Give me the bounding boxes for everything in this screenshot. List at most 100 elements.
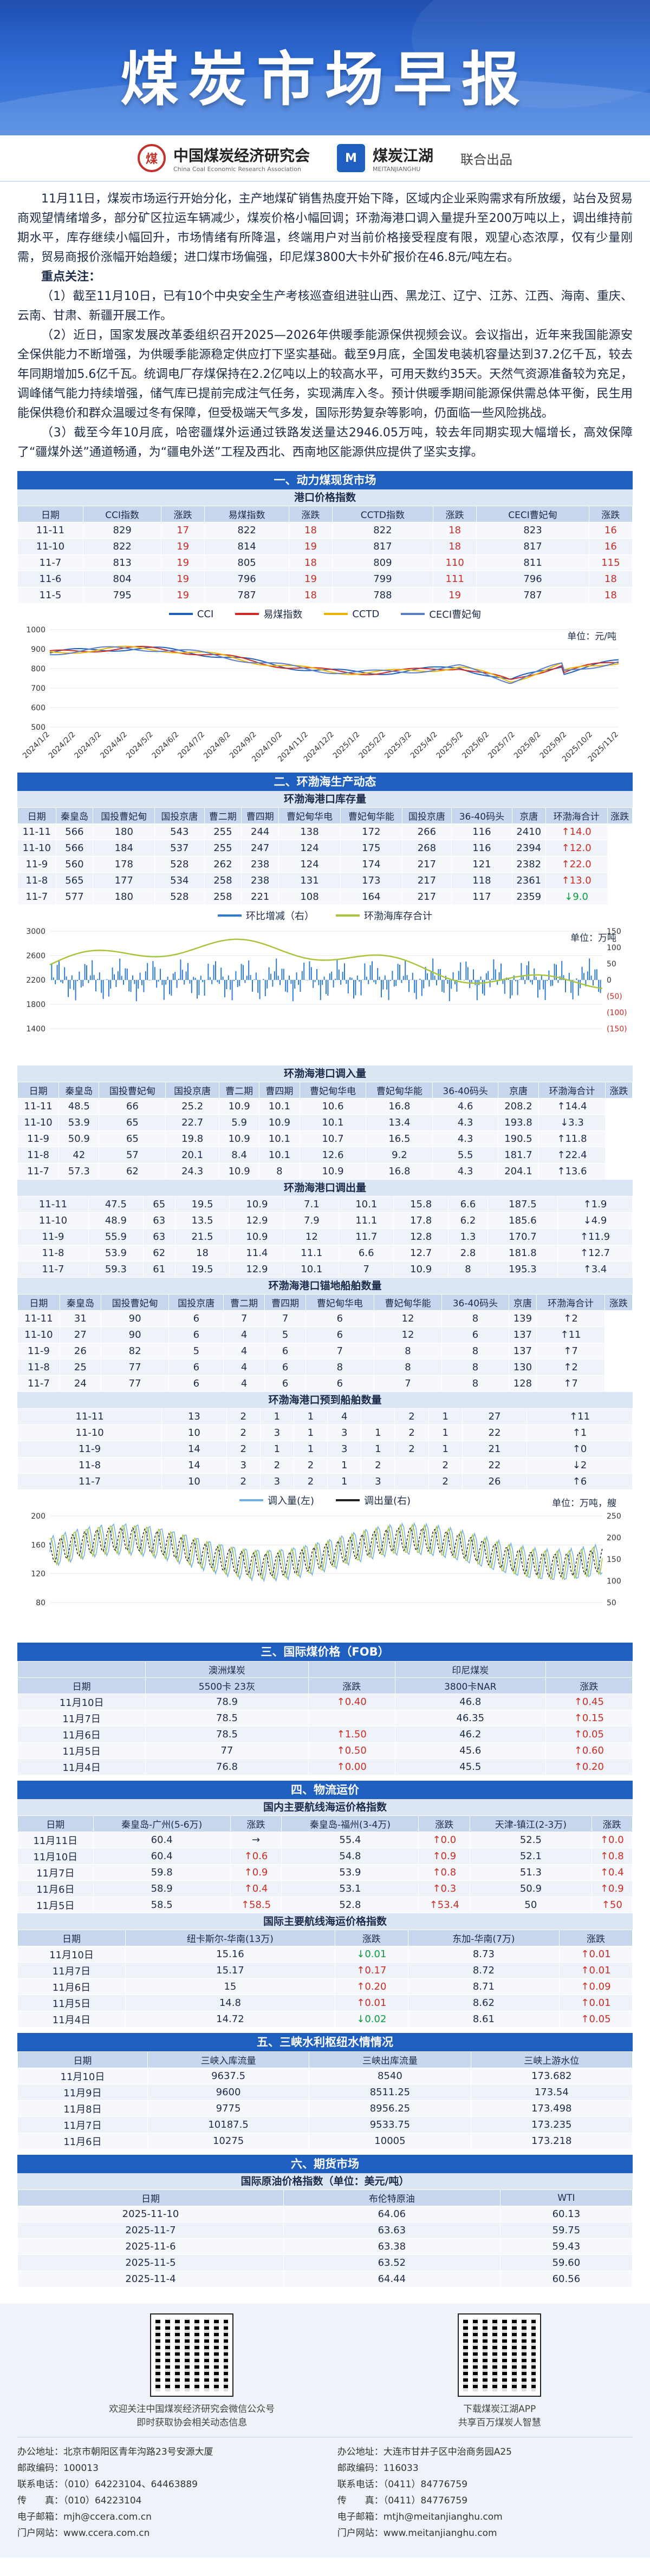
column-header: 涨跌 bbox=[230, 1815, 282, 1832]
contact-line[interactable]: 门户网站：www.ccera.com.cn bbox=[17, 2528, 150, 2539]
contact-line[interactable]: 门户网站：www.meitanjianghu.com bbox=[337, 2528, 497, 2539]
table-cell: 11-7 bbox=[17, 888, 56, 905]
table-cell: 10.1 bbox=[259, 1098, 300, 1115]
column-header: 曹妃甸华电 bbox=[306, 1294, 374, 1311]
legend-swatch-icon bbox=[239, 1499, 263, 1501]
column-header: 三峡上游水位 bbox=[470, 2051, 633, 2068]
table-cell: 258 bbox=[204, 888, 242, 905]
table-cell: 19 bbox=[289, 538, 333, 555]
focus-heading: 重点关注： bbox=[41, 270, 101, 284]
tick-label: 2025/7/2 bbox=[486, 730, 517, 761]
tick-label: 2024/6/2 bbox=[151, 730, 181, 761]
org2-logo: M 煤炭江湖 MEITANJIANGHU bbox=[337, 144, 433, 173]
table-row: 11-9 14 2 1 1 3 1 2 1 21 ↑0 bbox=[17, 1441, 633, 1457]
column-header: 环渤海合计 bbox=[538, 1082, 606, 1099]
table-cell: ↑13.6 bbox=[538, 1163, 606, 1180]
table-cell: 173.498 bbox=[470, 2100, 633, 2117]
column-header: 日期 bbox=[17, 1082, 60, 1099]
table-cell: ↑12.7 bbox=[557, 1245, 633, 1261]
table-cell: 124 bbox=[278, 840, 341, 857]
table-row: 11月6日 58.9 ↑0.4 53.1 ↑0.3 50.9 ↑0.9 bbox=[17, 1880, 633, 1897]
table-cell: 3 bbox=[259, 1473, 294, 1490]
table-cell: 10.7 bbox=[299, 1130, 367, 1147]
table-row: 11月9日 9600 8511.25 173.54 bbox=[17, 2084, 633, 2101]
table-cell: ↑0.0 bbox=[591, 1832, 633, 1848]
anchorage-subtitle: 环渤海港口锚地船舶数量 bbox=[17, 1278, 633, 1294]
table-cell: 534 bbox=[154, 872, 205, 889]
series-line bbox=[49, 646, 619, 684]
table-cell: 11月11日 bbox=[17, 1832, 94, 1848]
table-cell: 795 bbox=[82, 587, 162, 604]
table-cell: ↑0.4 bbox=[591, 1864, 633, 1881]
app-qr[interactable]: 下载煤炭江湖APP 共享百万煤炭人智慧 bbox=[458, 2313, 542, 2428]
table-cell: 1.3 bbox=[448, 1228, 488, 1245]
table-cell: 8 bbox=[441, 1343, 509, 1359]
table-cell: 1 bbox=[259, 1441, 294, 1457]
qr-code-icon bbox=[150, 2313, 234, 2397]
table-cell: 217 bbox=[401, 856, 452, 873]
table-cell: 204.1 bbox=[497, 1163, 540, 1180]
table-cell: ↑14.0 bbox=[545, 823, 608, 840]
column-header: 涨跌 bbox=[289, 506, 333, 522]
three-gorges-table: 日期 三峡入库流量 三峡出库流量 三峡上游水位 11月10日 9637.5 8540 173.… bbox=[17, 2051, 633, 2149]
table-cell: 814 bbox=[204, 538, 290, 555]
series-line bbox=[49, 646, 619, 680]
contact-line[interactable]: 电子邮箱：mjh@ccera.com.cn bbox=[17, 2512, 152, 2522]
table-cell: ↑0.6 bbox=[230, 1848, 282, 1865]
table-cell: 822 bbox=[82, 538, 162, 555]
table-cell: 77 bbox=[100, 1375, 170, 1392]
table-cell: 217 bbox=[401, 888, 452, 905]
table-cell: 115 bbox=[588, 554, 633, 571]
table-cell: 52.8 bbox=[281, 1897, 419, 1913]
table-cell: → bbox=[230, 1832, 282, 1848]
table-cell: 16.5 bbox=[366, 1130, 433, 1147]
tick-label: 50 bbox=[607, 1599, 616, 1607]
legend-swatch-icon bbox=[168, 613, 193, 615]
flow-chart-svg: 200 160 120 80 250 200 150 100 50 bbox=[31, 1512, 621, 1607]
table-cell: ↑50 bbox=[591, 1897, 633, 1913]
table-cell: 8.72 bbox=[407, 1962, 560, 1979]
table-cell: 2394 bbox=[511, 840, 546, 857]
table-cell: ↑0.01 bbox=[559, 1962, 633, 1979]
table-cell: 258 bbox=[204, 872, 242, 889]
table-cell: 10 bbox=[161, 1424, 227, 1441]
table-cell: ↓4.9 bbox=[557, 1212, 633, 1229]
contact-line[interactable]: 电子邮箱：mtjh@meitanjianghu.com bbox=[337, 2512, 503, 2522]
table-cell: 16.8 bbox=[366, 1098, 433, 1115]
table-cell: ↑0.3 bbox=[418, 1880, 471, 1897]
tick-label: 2024/1/2 bbox=[21, 730, 51, 761]
table-cell: 59.43 bbox=[499, 2238, 633, 2255]
table-cell: 2 bbox=[428, 1473, 463, 1490]
table-cell: 12 bbox=[373, 1326, 443, 1343]
tick-label: 2025/4/2 bbox=[409, 730, 439, 761]
org1-emblem-icon: 煤 bbox=[137, 144, 166, 172]
table-cell: 64.44 bbox=[283, 2271, 500, 2287]
wechat-qr[interactable]: 欢迎关注中国煤炭经济研究会微信公众号 即时获取协会相关动态信息 bbox=[109, 2313, 275, 2428]
inventory-chart-svg: 3000 2600 2200 1800 1400 150 100 50 0 (50) (100) (1… bbox=[26, 927, 627, 1034]
table-cell: 65 bbox=[142, 1196, 176, 1213]
table-row: 11-8 53.9 62 18 11.4 11.1 6.6 12.7 2.8 181.8 ↑12.7 bbox=[17, 1245, 633, 1261]
table-cell: 111 bbox=[433, 571, 477, 587]
table-cell: 6 bbox=[264, 1359, 307, 1376]
table-cell: 116 bbox=[451, 823, 512, 840]
table-cell: 19 bbox=[161, 571, 205, 587]
table-cell: 2 bbox=[226, 1424, 261, 1441]
table-cell: 10.9 bbox=[229, 1228, 285, 1245]
table-cell: ↑53.4 bbox=[418, 1897, 471, 1913]
table-cell: 537 bbox=[154, 840, 205, 857]
table-cell: 9775 bbox=[147, 2100, 310, 2117]
table-row: 11-9 560 178 528 262 238 124 174 217 121 2382 ↑22.0 bbox=[17, 856, 633, 873]
table-cell: 2 bbox=[293, 1473, 328, 1490]
table-cell: 172 bbox=[340, 823, 402, 840]
table-row: 11-10 10 2 3 1 3 1 2 1 22 ↑1 bbox=[17, 1424, 633, 1441]
table-cell: 116 bbox=[451, 840, 512, 857]
table-cell bbox=[361, 1408, 395, 1425]
column-header: 曹妃甸华电 bbox=[299, 1082, 367, 1099]
tick-label: 500 bbox=[31, 723, 46, 732]
table-cell: 46.2 bbox=[394, 1726, 546, 1743]
table-cell: 65 bbox=[99, 1130, 166, 1147]
table-cell: ↑0.01 bbox=[559, 1946, 633, 1963]
tick-label: 2024/5/2 bbox=[125, 730, 155, 761]
table-cell: ↑0.09 bbox=[559, 1978, 633, 1995]
table-cell: 139 bbox=[508, 1310, 537, 1327]
